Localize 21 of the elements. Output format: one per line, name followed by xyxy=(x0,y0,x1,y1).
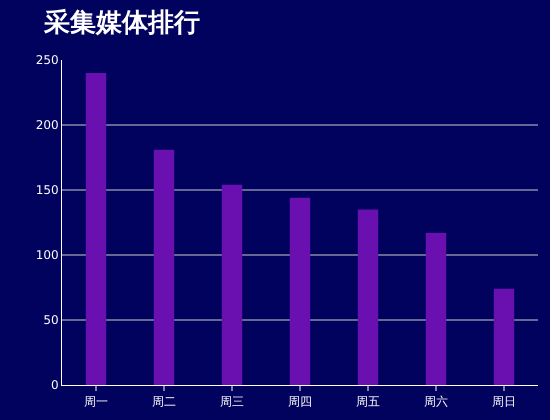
bar xyxy=(86,73,106,385)
x-tick-label: 周二 xyxy=(152,394,176,408)
y-tick-label: 0 xyxy=(50,378,59,392)
y-tick-label: 200 xyxy=(36,118,59,132)
bar xyxy=(358,210,378,385)
y-tick-label: 50 xyxy=(43,313,59,328)
x-tick-label: 周三 xyxy=(220,394,244,408)
y-tick-label: 100 xyxy=(36,248,59,262)
x-tick-label: 周五 xyxy=(356,394,380,408)
x-tick-label: 周四 xyxy=(288,394,312,408)
bar xyxy=(290,198,310,385)
x-tick-label: 周六 xyxy=(424,394,448,408)
bar xyxy=(154,150,174,385)
chart-title: 采集媒体排行 xyxy=(43,8,200,38)
bar xyxy=(494,288,514,385)
x-tick-label: 周日 xyxy=(492,394,516,408)
x-tick-label: 周一 xyxy=(84,394,108,408)
bar xyxy=(426,232,446,385)
y-tick-label: 150 xyxy=(36,183,59,198)
bar xyxy=(222,184,242,385)
y-tick-label: 250 xyxy=(36,53,59,68)
